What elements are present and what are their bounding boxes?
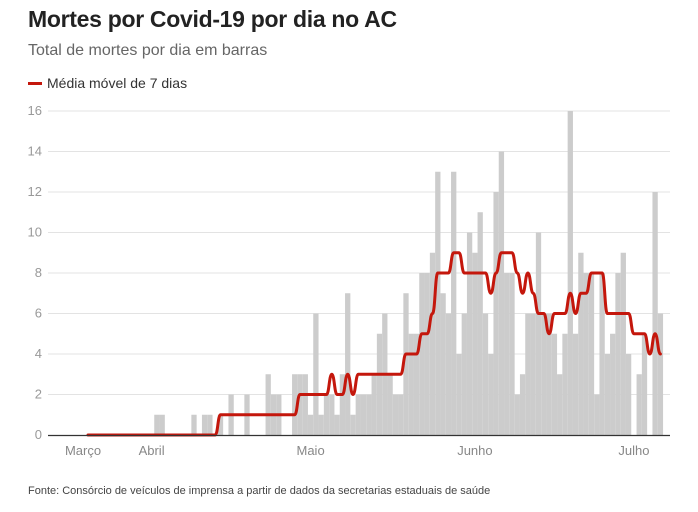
- bar: [652, 192, 658, 435]
- legend-label: Média móvel de 7 dias: [47, 75, 188, 91]
- y-tick-label: 4: [35, 346, 42, 361]
- bar: [207, 414, 213, 435]
- bar: [313, 313, 319, 435]
- bar: [546, 313, 552, 435]
- bar: [594, 394, 600, 435]
- bar: [323, 394, 330, 435]
- y-tick-label: 6: [35, 306, 42, 321]
- bar: [525, 313, 531, 435]
- bar: [610, 333, 616, 435]
- legend-line-swatch: [28, 81, 42, 85]
- bar: [541, 313, 547, 435]
- bar: [514, 394, 520, 435]
- bar: [625, 354, 632, 435]
- bar: [371, 374, 377, 435]
- bar: [435, 171, 441, 435]
- bar: [424, 273, 430, 435]
- x-tick-label: Maio: [297, 443, 325, 458]
- bar: [493, 192, 499, 435]
- bar: [419, 273, 425, 435]
- bar: [535, 232, 542, 435]
- bar: [641, 333, 648, 435]
- x-tick-label: Março: [65, 443, 101, 458]
- bar: [620, 252, 626, 435]
- bar: [461, 313, 467, 435]
- bar: [636, 374, 642, 435]
- y-tick-label: 16: [28, 103, 42, 118]
- bar: [191, 414, 197, 435]
- x-tick-label: Abril: [139, 443, 165, 458]
- bar: [657, 313, 664, 435]
- y-tick-label: 8: [35, 265, 42, 280]
- bar: [318, 414, 324, 435]
- bar: [265, 374, 271, 435]
- bar: [329, 394, 335, 435]
- bar: [451, 171, 457, 435]
- bar: [440, 293, 446, 435]
- bar: [297, 374, 303, 435]
- bar: [445, 313, 452, 435]
- bar: [504, 273, 510, 435]
- bar: [488, 354, 494, 435]
- bar: [578, 252, 584, 435]
- bar: [355, 394, 361, 435]
- bar: [376, 333, 383, 435]
- bar: [599, 273, 605, 435]
- bar: [366, 394, 372, 435]
- bar: [408, 333, 414, 435]
- bar: [398, 394, 404, 435]
- bar: [604, 354, 611, 435]
- bar: [477, 212, 483, 435]
- y-tick-label: 2: [35, 387, 42, 402]
- bar: [456, 354, 462, 435]
- bar: [466, 232, 473, 435]
- bar: [572, 333, 579, 435]
- bar: [530, 313, 536, 435]
- bar: [345, 293, 351, 435]
- bar: [551, 333, 558, 435]
- y-tick-label: 14: [28, 144, 42, 159]
- bar: [292, 374, 298, 435]
- bar: [562, 333, 568, 435]
- bar: [567, 111, 573, 435]
- x-tick-label: Junho: [457, 443, 492, 458]
- bar: [413, 333, 420, 435]
- bar: [482, 313, 489, 435]
- bar: [429, 252, 436, 435]
- y-tick-label: 0: [35, 427, 42, 442]
- bar: [159, 414, 165, 435]
- y-tick-label: 12: [28, 184, 42, 199]
- bar: [307, 414, 314, 435]
- bar: [519, 374, 526, 435]
- bar: [403, 293, 409, 435]
- legend: Média móvel de 7 dias: [28, 75, 187, 91]
- bar: [583, 273, 589, 435]
- source-footer: Fonte: Consórcio de veículos de imprensa…: [28, 485, 491, 497]
- bar: [557, 374, 563, 435]
- bar: [302, 374, 308, 435]
- bar: [217, 414, 224, 435]
- bar: [509, 273, 515, 435]
- bar: [334, 414, 340, 435]
- bar: [154, 414, 160, 435]
- bar: [360, 394, 367, 435]
- bar: [588, 273, 595, 435]
- bar: [201, 414, 208, 435]
- chart-title: Mortes por Covid-19 por dia no AC: [28, 6, 397, 32]
- bar: [498, 151, 505, 435]
- x-tick-label: Julho: [618, 443, 649, 458]
- chart-subtitle: Total de mortes por dia em barras: [28, 42, 268, 59]
- bar: [615, 273, 621, 435]
- bar: [339, 374, 346, 435]
- bar: [387, 374, 393, 435]
- bar: [472, 252, 478, 435]
- bar: [350, 414, 356, 435]
- bar: [392, 394, 399, 435]
- y-tick-label: 10: [28, 225, 42, 240]
